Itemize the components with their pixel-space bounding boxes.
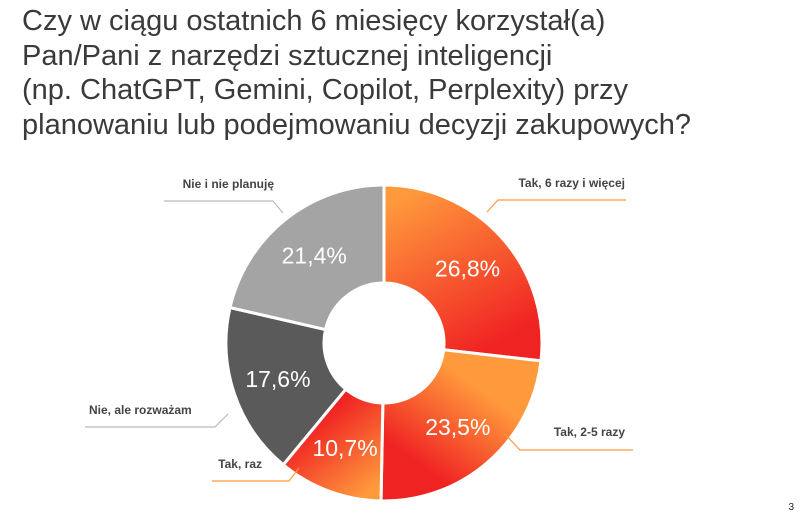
title-line: planowaniu lub podejmowaniu decyzji zaku… <box>22 108 692 141</box>
slices <box>224 183 544 503</box>
slice-value-label: 23,5% <box>425 414 490 440</box>
pie-slice <box>379 348 543 503</box>
title-line: Czy w ciągu ostatnich 6 miesięcy korzyst… <box>22 5 606 37</box>
leader-line <box>164 200 284 214</box>
leader-line <box>85 413 229 428</box>
pie-slice <box>382 183 544 363</box>
slice-value-label: 26,8% <box>435 255 500 281</box>
page-number: 3 <box>788 502 794 513</box>
slice-value-label: 17,6% <box>245 366 310 392</box>
title-line: Pan/Pani z narzędzi sztucznej inteligenc… <box>22 39 553 72</box>
leader-lines <box>85 199 633 482</box>
pie-slice <box>224 305 348 467</box>
leader-line <box>486 199 626 213</box>
leader-line <box>212 467 300 482</box>
leader-line <box>504 433 633 451</box>
category-label: Tak, 2-5 razy <box>554 425 625 439</box>
category-label: Nie i nie planuję <box>183 177 275 191</box>
category-label: Tak, raz <box>218 457 262 471</box>
pie-slice <box>228 183 386 332</box>
slice-value-label: 10,7% <box>312 435 377 461</box>
chart-title: Czy w ciągu ostatnich 6 miesięcy korzyst… <box>22 4 792 142</box>
category-label: Nie, ale rozważam <box>89 403 192 417</box>
category-label: Tak, 6 razy i więcej <box>518 176 625 190</box>
category-labels: Tak, 6 razy i więcej Tak, 2-5 razy Tak, ra… <box>89 176 625 471</box>
value-labels: 26,8% 23,5% 10,7% 17,6% 21,4% <box>245 242 500 461</box>
title-line: (np. ChatGPT, Gemini, Copilot, Perplexit… <box>22 74 628 106</box>
slice-value-label: 21,4% <box>282 242 347 268</box>
